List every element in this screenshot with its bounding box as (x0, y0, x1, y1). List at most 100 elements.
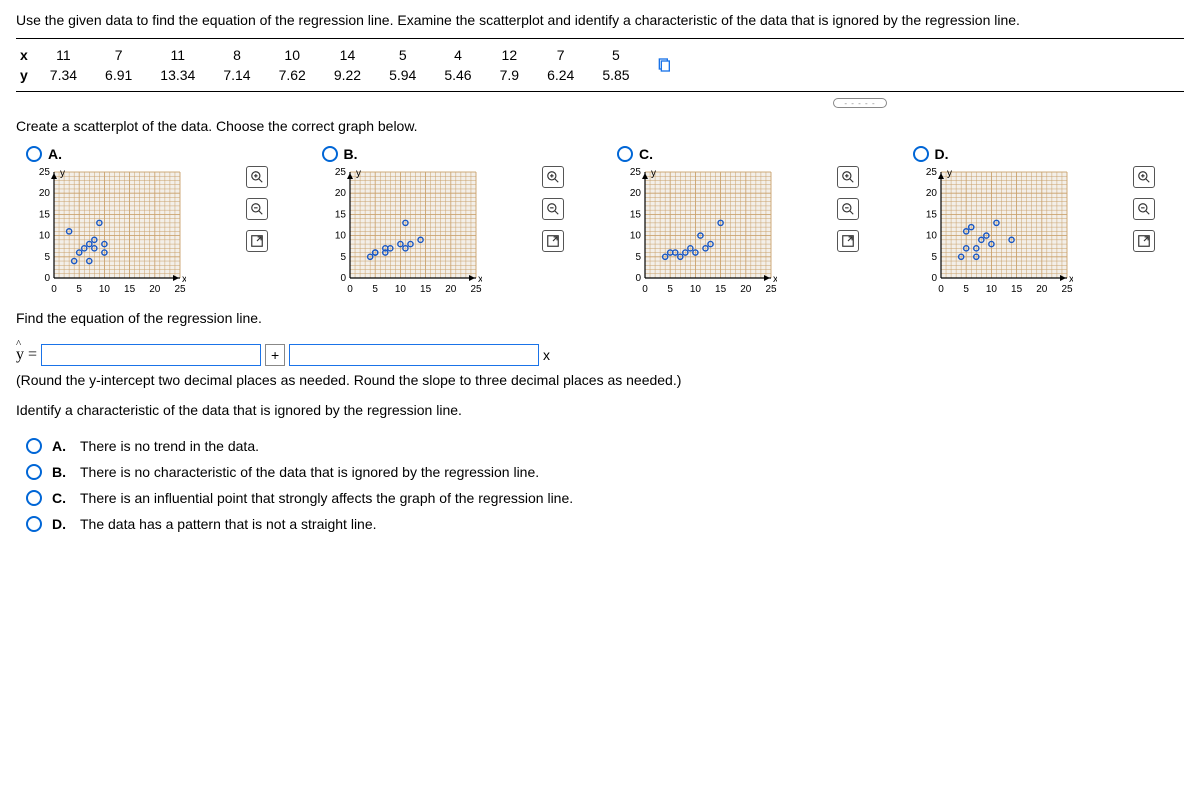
scatterplot-B: 05101520250510152025 x y (322, 166, 482, 296)
scatter-subquestion: Create a scatterplot of the data. Choose… (16, 118, 1184, 134)
question-text: Use the given data to find the equation … (16, 12, 1184, 28)
svg-text:20: 20 (445, 284, 457, 295)
data-table: x1171181014541275y7.346.9113.347.147.629… (16, 45, 644, 85)
svg-text:y: y (947, 168, 952, 179)
svg-text:25: 25 (334, 167, 346, 178)
svg-text:15: 15 (630, 209, 642, 220)
svg-text:10: 10 (334, 231, 346, 242)
zoom-in-icon[interactable] (246, 166, 268, 188)
svg-text:20: 20 (740, 284, 752, 295)
svg-text:5: 5 (667, 284, 673, 295)
table-cell: 5.94 (375, 65, 430, 85)
table-cell: 7.14 (209, 65, 264, 85)
regression-subquestion: Find the equation of the regression line… (16, 310, 1184, 326)
scatter-label-C: C. (639, 146, 653, 162)
expand-icon[interactable] (246, 230, 268, 252)
zoom-out-icon[interactable] (246, 198, 268, 220)
table-cell: 7.62 (265, 65, 320, 85)
scatterplot-D: 05101520250510152025 x y (913, 166, 1073, 296)
scatter-radio-C[interactable] (617, 146, 633, 162)
table-cell: 6.24 (533, 65, 588, 85)
copy-icon[interactable] (656, 57, 672, 73)
table-cell: 7 (533, 45, 588, 65)
mc-option: B. There is no characteristic of the dat… (26, 464, 1184, 480)
data-table-block: x1171181014541275y7.346.9113.347.147.629… (16, 38, 1184, 92)
table-row-label: y (16, 65, 36, 85)
zoom-in-icon[interactable] (1133, 166, 1155, 188)
zoom-out-icon[interactable] (837, 198, 859, 220)
scatter-choices-row: A. 0 5 10 15 20 25 0 5 10 15 20 25 x y (26, 146, 1184, 296)
svg-text:15: 15 (39, 209, 51, 220)
expand-icon[interactable] (837, 230, 859, 252)
svg-text:y: y (60, 168, 65, 179)
svg-text:0: 0 (635, 273, 641, 284)
expand-icon[interactable] (542, 230, 564, 252)
svg-text:25: 25 (925, 167, 937, 178)
svg-text:20: 20 (149, 284, 161, 295)
mc-radio[interactable] (26, 490, 42, 506)
svg-text:10: 10 (630, 231, 642, 242)
mc-radio[interactable] (26, 438, 42, 454)
svg-text:x: x (773, 274, 777, 285)
zoom-out-icon[interactable] (1133, 198, 1155, 220)
svg-text:x: x (478, 274, 482, 285)
scatter-radio-D[interactable] (913, 146, 929, 162)
zoom-in-icon[interactable] (542, 166, 564, 188)
svg-text:25: 25 (470, 284, 482, 295)
svg-text:0: 0 (51, 284, 57, 295)
table-cell: 7.34 (36, 65, 91, 85)
svg-text:5: 5 (931, 252, 937, 263)
mc-option: C. There is an influential point that st… (26, 490, 1184, 506)
plus-box: + (265, 344, 285, 366)
table-cell: 4 (430, 45, 485, 65)
svg-text:5: 5 (635, 252, 641, 263)
svg-text:x: x (1069, 274, 1073, 285)
characteristic-subquestion: Identify a characteristic of the data th… (16, 402, 1184, 418)
svg-text:10: 10 (690, 284, 702, 295)
scatter-choice-B: B. 05101520250510152025 x y (322, 146, 594, 296)
table-cell: 13.34 (146, 65, 209, 85)
mc-radio[interactable] (26, 464, 42, 480)
svg-text:0: 0 (347, 284, 353, 295)
mc-label: A. (52, 438, 70, 454)
svg-text:10: 10 (985, 284, 997, 295)
table-cell: 14 (320, 45, 375, 65)
table-cell: 5 (375, 45, 430, 65)
svg-text:20: 20 (334, 188, 346, 199)
svg-text:5: 5 (76, 284, 82, 295)
svg-text:5: 5 (340, 252, 346, 263)
svg-text:15: 15 (1011, 284, 1023, 295)
mc-radio[interactable] (26, 516, 42, 532)
scatter-label-B: B. (344, 146, 358, 162)
table-cell: 5.46 (430, 65, 485, 85)
svg-text:20: 20 (39, 188, 51, 199)
mc-block: A. There is no trend in the data. B. The… (16, 438, 1184, 532)
scatter-radio-A[interactable] (26, 146, 42, 162)
scatter-label-A: A. (48, 146, 62, 162)
svg-text:15: 15 (925, 209, 937, 220)
svg-text:0: 0 (938, 284, 944, 295)
svg-text:y: y (651, 168, 656, 179)
svg-text:15: 15 (420, 284, 432, 295)
intercept-input[interactable] (41, 344, 261, 366)
svg-text:20: 20 (630, 188, 642, 199)
slope-input[interactable] (289, 344, 539, 366)
table-cell: 7 (91, 45, 146, 65)
section-divider: - - - - - (833, 98, 887, 108)
table-cell: 10 (265, 45, 320, 65)
svg-text:15: 15 (715, 284, 727, 295)
svg-text:25: 25 (174, 284, 186, 295)
table-row-label: x (16, 45, 36, 65)
svg-text:y: y (356, 168, 361, 179)
zoom-out-icon[interactable] (542, 198, 564, 220)
table-cell: 8 (209, 45, 264, 65)
svg-text:0: 0 (44, 273, 50, 284)
svg-text:10: 10 (99, 284, 111, 295)
svg-text:10: 10 (925, 231, 937, 242)
scatter-radio-B[interactable] (322, 146, 338, 162)
expand-icon[interactable] (1133, 230, 1155, 252)
zoom-in-icon[interactable] (837, 166, 859, 188)
mc-option: D. The data has a pattern that is not a … (26, 516, 1184, 532)
eq-suffix: x (543, 347, 550, 363)
mc-option: A. There is no trend in the data. (26, 438, 1184, 454)
